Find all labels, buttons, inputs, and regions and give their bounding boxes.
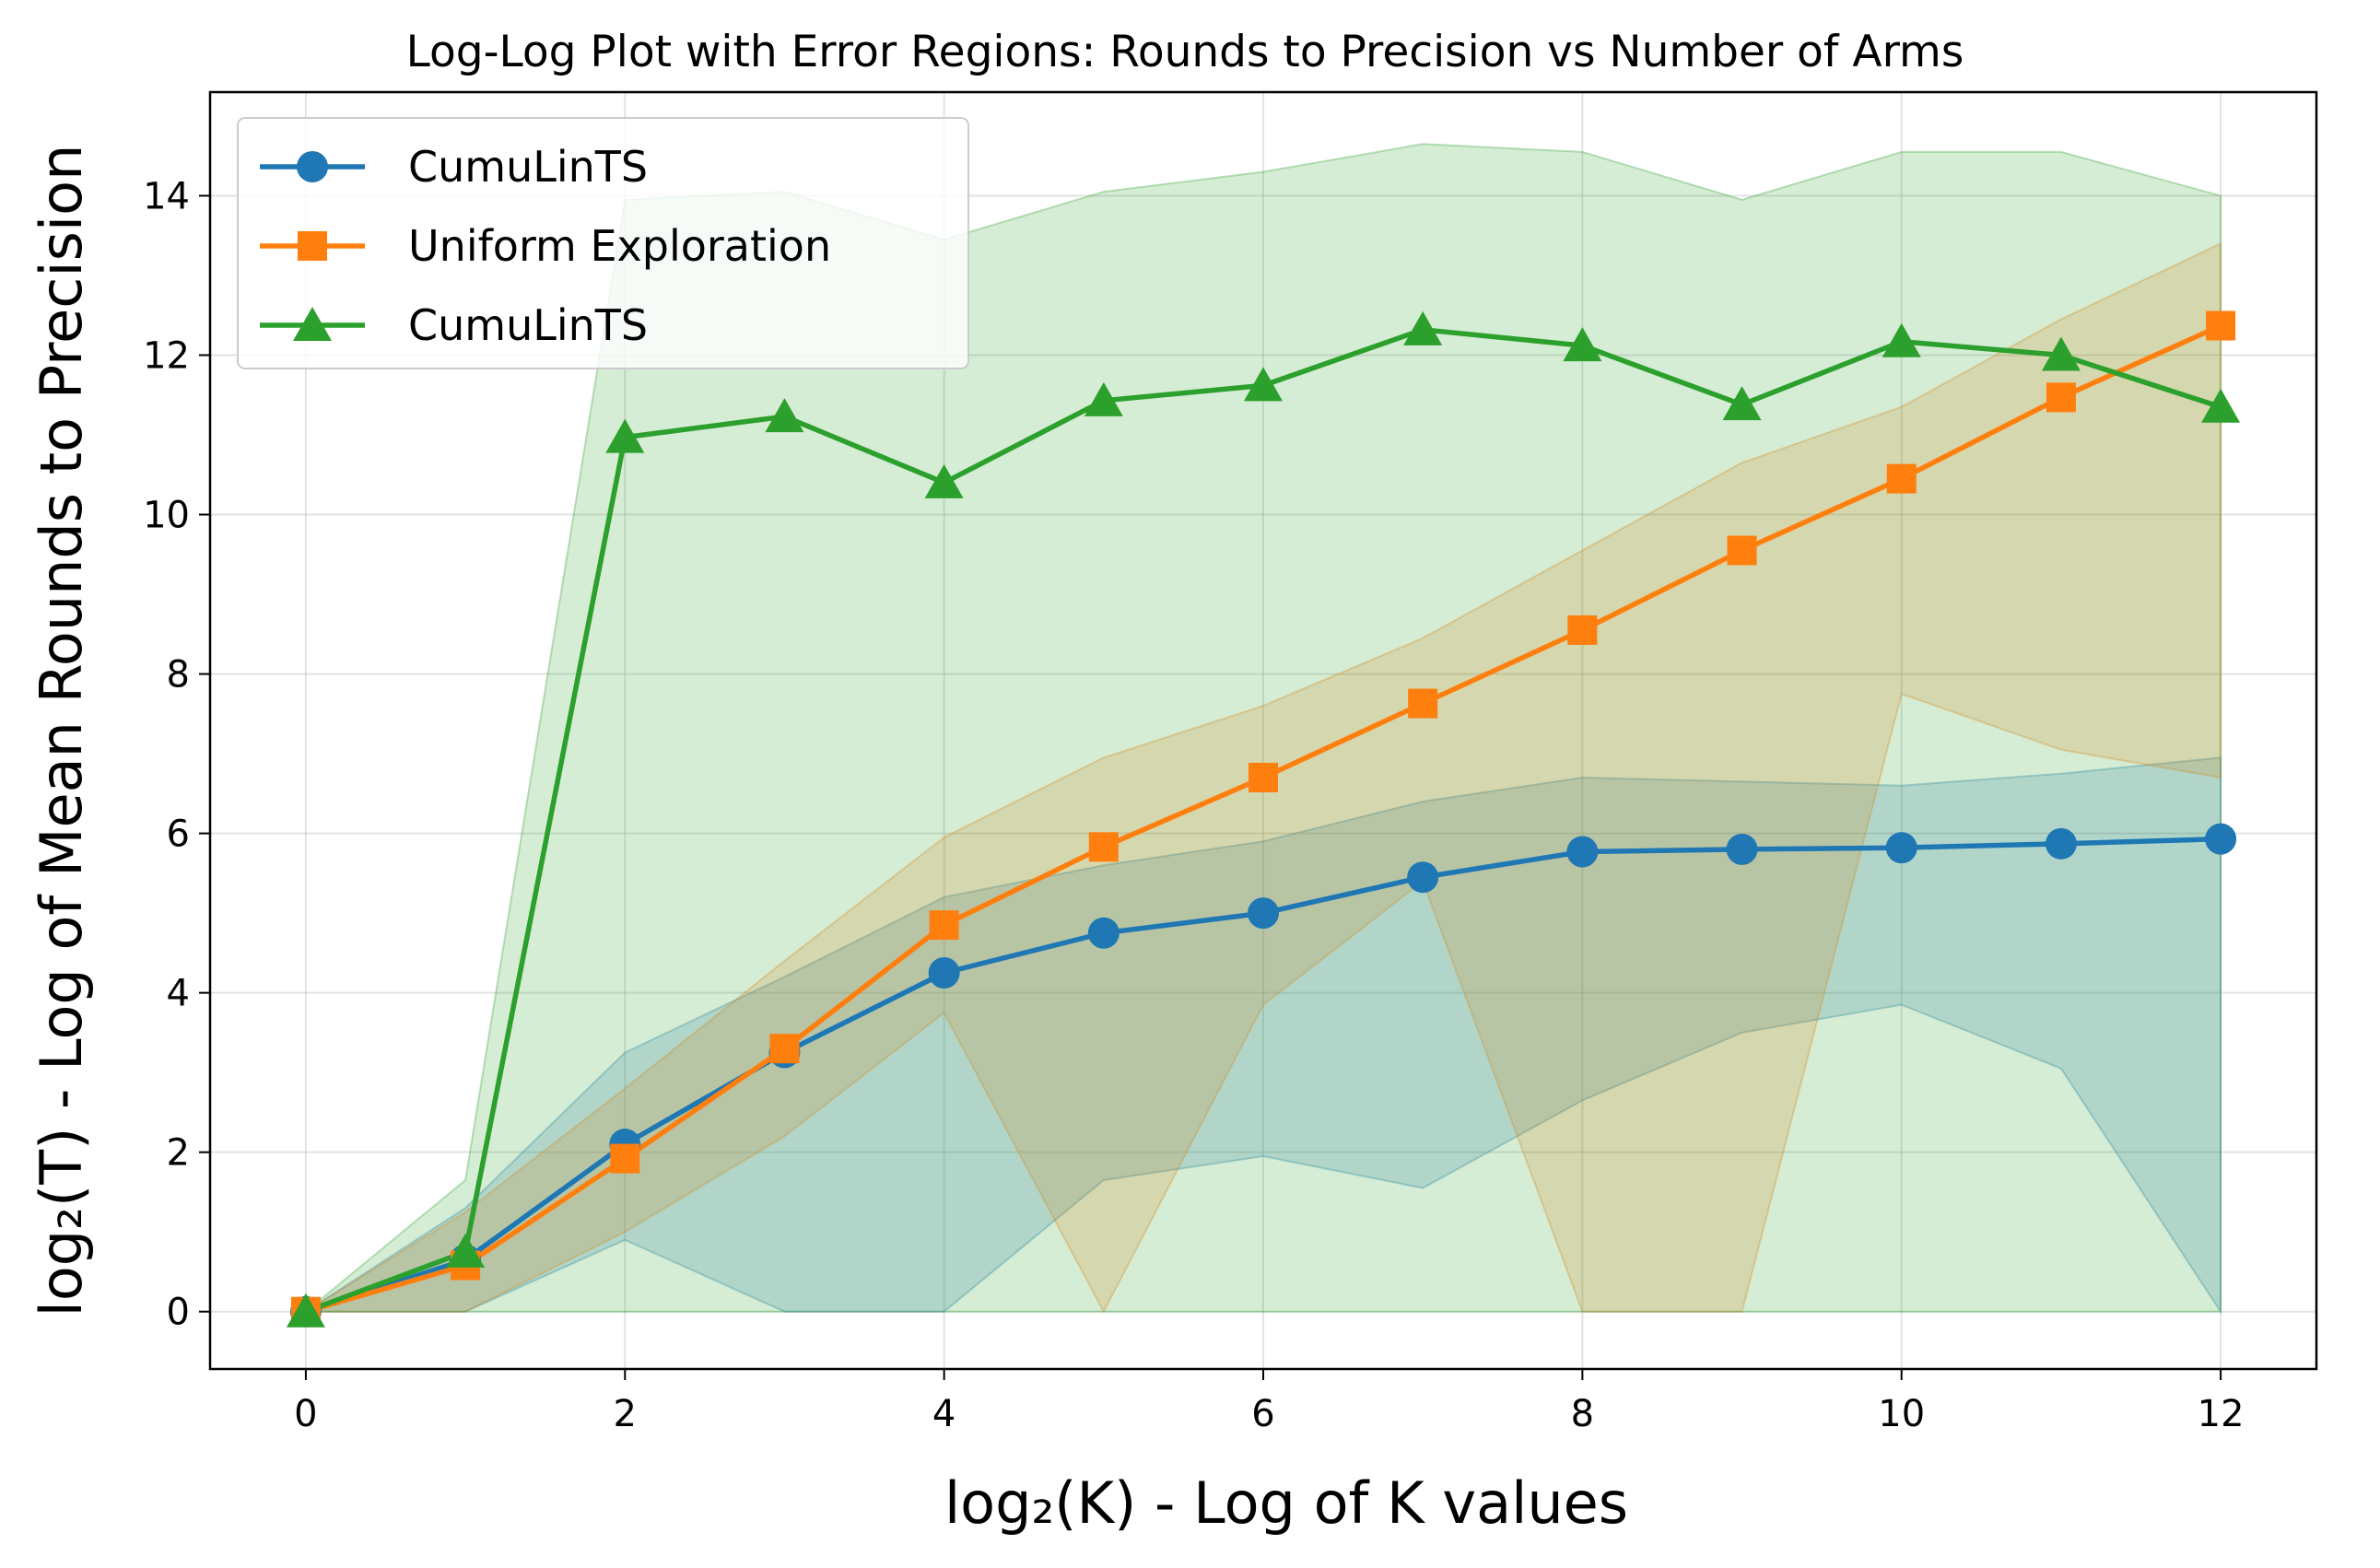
legend-box [237, 117, 969, 369]
legend-label-1: Uniform Exploration [408, 221, 831, 271]
data-point-series-2 [1882, 322, 1921, 357]
data-point-series-1 [610, 1143, 640, 1174]
data-point-series-1 [769, 1034, 800, 1064]
data-point-series-2 [1722, 386, 1762, 421]
x-axis-label: log₂(K) - Log of K values [944, 1469, 1628, 1537]
y-tick-label: 10 [143, 495, 190, 537]
y-axis-ticks: 0 2 4 6 8 10 12 14 [143, 175, 210, 1334]
y-tick-label: 4 [167, 973, 190, 1015]
y-tick-label: 14 [143, 175, 190, 217]
y-axis-label: log₂(T) - Log of Mean Rounds to Precisio… [28, 145, 95, 1317]
data-point-series-1 [1567, 614, 1598, 645]
grid [210, 92, 2316, 1369]
chart-title: Log-Log Plot with Error Regions: Rounds … [406, 27, 1964, 77]
data-point-series-1 [2206, 310, 2236, 341]
data-point-series-0 [1407, 861, 1439, 894]
legend-marker-0 [297, 151, 328, 182]
data-point-series-2 [1084, 381, 1123, 416]
legend: CumuLinTS Uniform Exploration CumuLinTS [237, 117, 969, 369]
data-point-series-0 [1566, 836, 1599, 868]
error-band-series-2 [303, 143, 2222, 1313]
y-tick-label: 12 [143, 335, 190, 378]
y-tick-label: 8 [167, 654, 190, 696]
data-point-series-2 [1244, 367, 1283, 402]
data-point-series-1 [929, 910, 959, 941]
data-point-series-2 [605, 418, 645, 453]
data-point-series-0 [1087, 917, 1120, 949]
data-point-series-2 [2201, 388, 2241, 423]
data-point-series-0 [1726, 833, 1758, 865]
data-point-series-1 [1088, 832, 1119, 862]
x-tick-label: 4 [932, 1393, 956, 1435]
y-tick-label: 2 [167, 1132, 190, 1175]
data-point-series-0 [2205, 823, 2237, 855]
x-tick-label: 0 [294, 1393, 317, 1435]
x-tick-label: 12 [2198, 1393, 2245, 1435]
y-tick-label: 6 [167, 813, 190, 856]
x-tick-label: 8 [1571, 1393, 1594, 1435]
y-tick-label: 0 [167, 1292, 190, 1334]
x-tick-label: 6 [1251, 1393, 1274, 1435]
data-point-series-1 [1886, 463, 1917, 494]
legend-marker-1 [298, 231, 327, 261]
data-point-series-0 [928, 957, 960, 989]
data-point-series-2 [765, 398, 804, 433]
data-point-series-1 [1727, 535, 1757, 566]
data-point-series-2 [286, 1293, 325, 1328]
series-markers [286, 310, 2241, 1328]
x-tick-label: 2 [614, 1393, 637, 1435]
data-point-series-1 [1249, 763, 1278, 793]
error-band-series-0 [302, 756, 2222, 1316]
data-point-series-2 [2041, 336, 2081, 371]
data-point-series-0 [1248, 897, 1279, 930]
data-point-series-2 [1563, 327, 1602, 362]
data-point-series-2 [1403, 310, 1443, 345]
data-point-series-2 [924, 463, 964, 498]
data-point-series-2 [446, 1233, 486, 1268]
data-point-series-1 [1408, 688, 1438, 719]
x-tick-label: 10 [1878, 1393, 1925, 1435]
legend-label-2: CumuLinTS [408, 300, 648, 350]
legend-marker-2 [293, 307, 332, 341]
legend-label-0: CumuLinTS [408, 142, 648, 192]
data-point-series-0 [2045, 827, 2077, 860]
data-point-series-0 [1885, 832, 1917, 864]
x-axis-ticks: 0 2 4 6 8 10 12 [294, 1369, 2245, 1435]
data-point-series-1 [2046, 382, 2076, 413]
